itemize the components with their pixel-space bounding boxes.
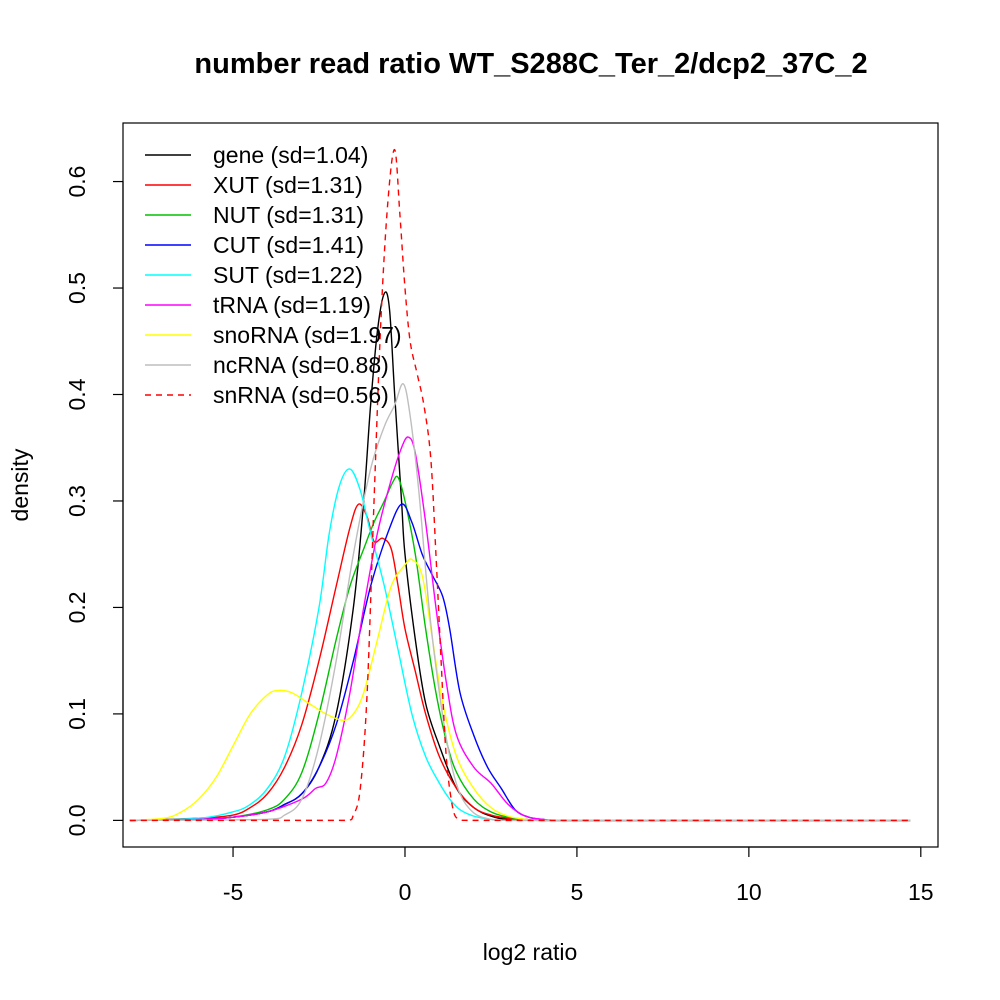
y-tick-label: 0.0 [64, 804, 90, 836]
y-axis: 0.0 0.1 0.2 0.3 0.4 0.5 0.6 [64, 166, 124, 836]
y-tick-label: 0.1 [64, 698, 90, 730]
x-tick-label: -5 [223, 879, 243, 905]
legend-label: ncRNA (sd=0.88) [213, 352, 389, 378]
legend-item-sut: SUT (sd=1.22) [145, 262, 363, 288]
legend-label: SUT (sd=1.22) [213, 262, 363, 288]
x-tick-label: 0 [399, 879, 412, 905]
x-tick-label: 5 [571, 879, 584, 905]
y-tick-label: 0.6 [64, 166, 90, 198]
legend-item-trna: tRNA (sd=1.19) [145, 292, 371, 318]
legend-item-snorna: snoRNA (sd=1.97) [145, 322, 402, 348]
series-line-trna [129, 436, 911, 822]
y-tick-label: 0.2 [64, 591, 90, 623]
legend-label: gene (sd=1.04) [213, 142, 368, 168]
x-axis: -5 0 5 10 15 [223, 846, 934, 905]
legend-label: NUT (sd=1.31) [213, 202, 364, 228]
x-axis-label: log2 ratio [483, 939, 578, 965]
legend-label: tRNA (sd=1.19) [213, 292, 371, 318]
y-tick-label: 0.5 [64, 272, 90, 304]
y-tick-label: 0.3 [64, 485, 90, 517]
legend-item-nut: NUT (sd=1.31) [145, 202, 364, 228]
legend-label: XUT (sd=1.31) [213, 172, 363, 198]
series-line-nut [129, 475, 911, 822]
series-line-snrna [129, 148, 911, 822]
series-layer [129, 148, 911, 822]
series-line-ncrna [129, 383, 911, 822]
legend-item-cut: CUT (sd=1.41) [145, 232, 364, 258]
legend-item-ncrna: ncRNA (sd=0.88) [145, 352, 389, 378]
series-line-sut [129, 468, 911, 822]
series-line-snorna [129, 558, 911, 822]
series-line-xut [129, 503, 911, 822]
y-axis-label: density [7, 448, 33, 521]
x-tick-label: 10 [736, 879, 762, 905]
legend: gene (sd=1.04) XUT (sd=1.31) NUT (sd=1.31)… [145, 142, 402, 408]
legend-item-xut: XUT (sd=1.31) [145, 172, 363, 198]
legend-label: CUT (sd=1.41) [213, 232, 364, 258]
chart-title: number read ratio WT_S288C_Ter_2/dcp2_37… [194, 48, 867, 80]
legend-item-snrna: snRNA (sd=0.56) [145, 382, 389, 408]
x-tick-label: 15 [908, 879, 934, 905]
legend-label: snRNA (sd=0.56) [213, 382, 389, 408]
y-tick-label: 0.4 [64, 378, 90, 410]
legend-label: snoRNA (sd=1.97) [213, 322, 402, 348]
legend-item-gene: gene (sd=1.04) [145, 142, 368, 168]
